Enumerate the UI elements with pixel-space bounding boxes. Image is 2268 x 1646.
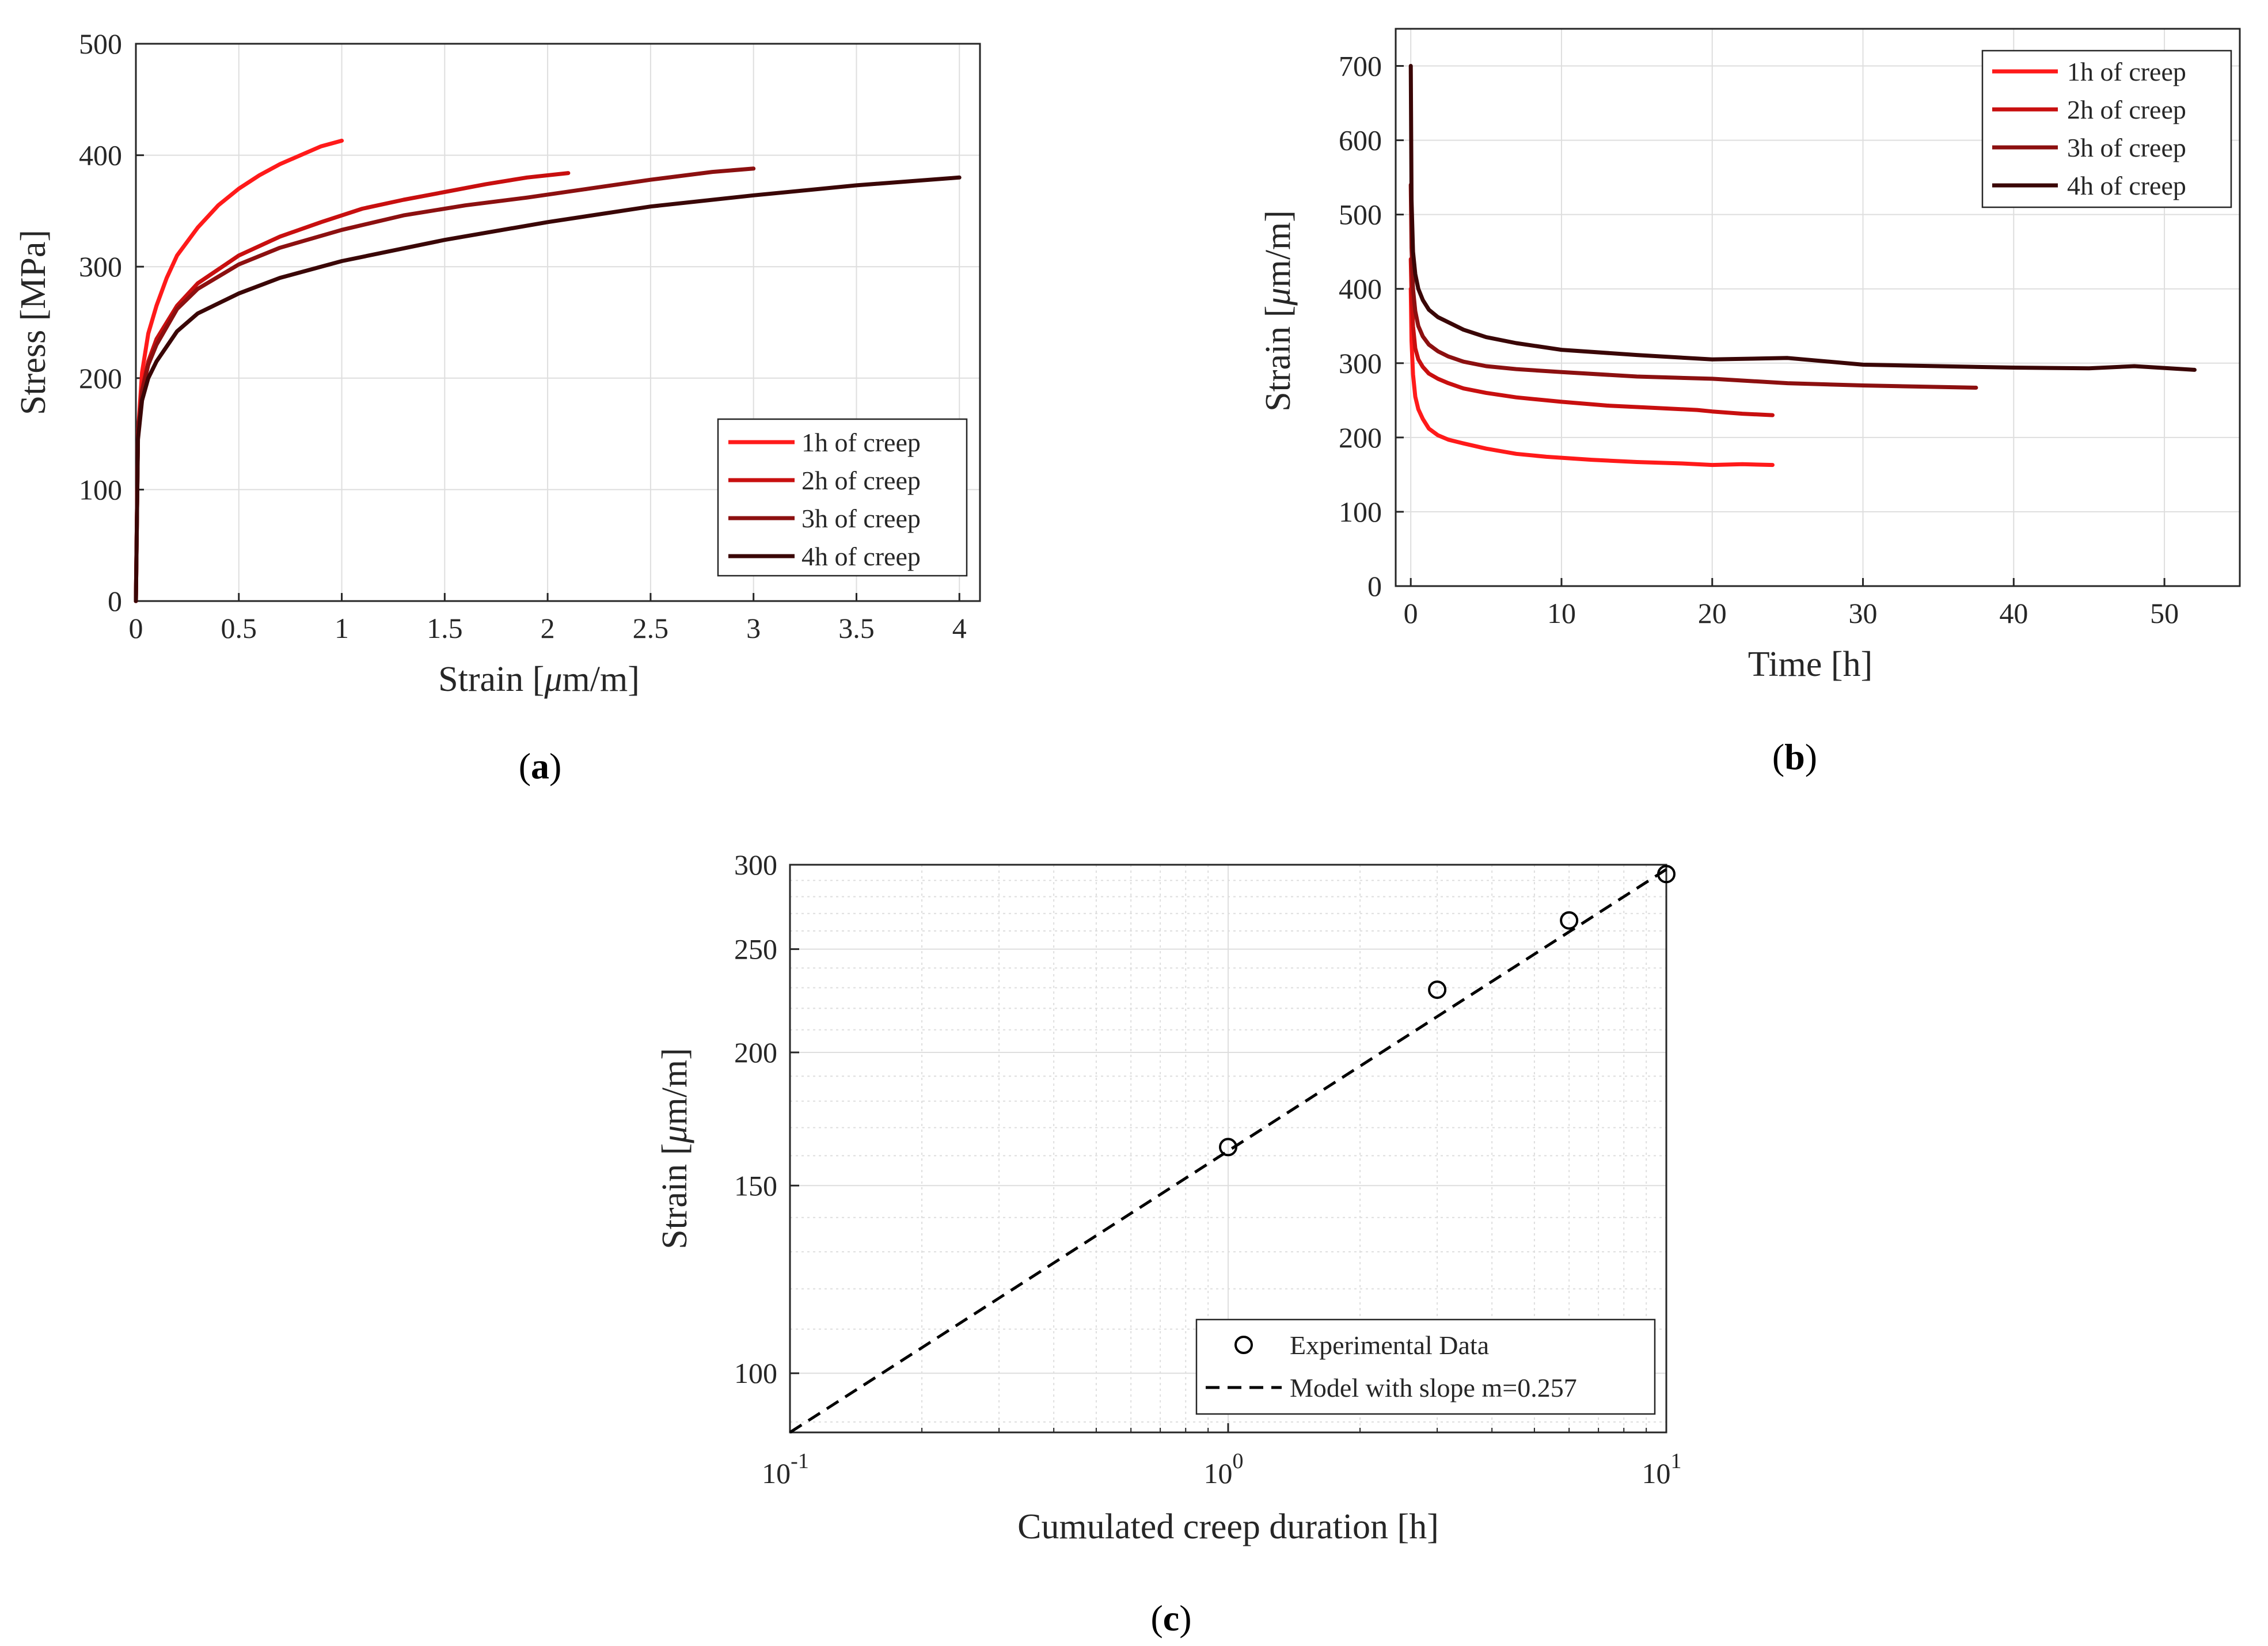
panel-a-ytick-label: 500	[79, 28, 122, 60]
panel-a-xtick-label: 1.5	[427, 612, 463, 644]
panel-a-xtick-label: 0	[129, 612, 143, 644]
panel-a-axes-box	[135, 43, 981, 602]
panel-a-ytick-label: 400	[79, 139, 122, 172]
panel-a-grid	[135, 43, 980, 602]
panel-a-caption: (a)	[519, 746, 562, 786]
panel-c-xtick-label: 100	[1204, 1449, 1244, 1489]
panel-c-caption: (c)	[1150, 1598, 1191, 1639]
panel-c-log-strain: 10-1 100 101 100 150 200 250 300 Cumulated cree…	[655, 849, 1682, 1639]
panel-a-legend: 1h of creep 2h of creep 3h of creep 4h o…	[717, 418, 968, 577]
panel-b-ytick-label: 500	[1339, 199, 1382, 231]
panel-b-xlabel: Time [h]	[1748, 645, 1872, 684]
panel-b-xtick-label: 20	[1698, 597, 1727, 629]
panel-a-stress-strain: 0 0.5 1 1.5 2 2.5 3 3.5 4 0 100 200 300 400 500 Strain…	[14, 28, 981, 786]
panel-a-legend-label-2h: 2h of creep	[801, 466, 921, 495]
panel-c-xtick-label: 10-1	[762, 1449, 809, 1489]
panel-a-legend-label-1h: 1h of creep	[801, 428, 921, 457]
panel-c-legend-box	[1195, 1318, 1656, 1415]
panel-a-xtick-label: 3	[746, 612, 761, 644]
panel-b-series-2h	[1408, 257, 1775, 417]
panel-c-data-point	[1219, 1138, 1237, 1157]
panel-c-series	[789, 865, 1676, 1434]
panel-b-series-1h	[1408, 287, 1775, 467]
panel-b-legend-label-2h: 2h of creep	[2067, 95, 2186, 124]
panel-b-series	[1408, 64, 2197, 467]
panel-b-xtick-label: 40	[1999, 597, 2028, 629]
panel-c-legend-marker	[1234, 1336, 1253, 1354]
panel-b-legend-label-3h: 3h of creep	[2067, 133, 2186, 162]
panel-c-xtick-label: 101	[1642, 1449, 1682, 1489]
panel-a-series-2h	[134, 171, 571, 603]
panel-a-series-3h	[134, 166, 756, 603]
panel-a-series-4h	[134, 175, 962, 603]
panel-a-xtick-label: 0.5	[221, 612, 257, 644]
panel-b-series-4h	[1408, 64, 2197, 372]
panel-c-ticks: 10-1 100 101 100 150 200 250 300	[734, 849, 1682, 1489]
panel-b-xtick-label: 30	[1849, 597, 1878, 629]
panel-a-series	[134, 138, 962, 603]
panel-b-legend-box	[1981, 50, 2232, 208]
panel-a-ytick-label: 200	[79, 362, 122, 394]
panel-b-xtick-label: 0	[1404, 597, 1418, 629]
panel-b-ytick-label: 600	[1339, 124, 1382, 157]
panel-c-legend: Experimental Data Model with slope m=0.2…	[1195, 1318, 1656, 1415]
panel-c-data-point	[1428, 980, 1447, 999]
panel-b-ylabel: Strain [μm/m]	[1259, 210, 1298, 412]
panel-c-data-point	[1560, 911, 1579, 930]
panel-c-legend-label-data: Experimental Data	[1290, 1331, 1489, 1360]
panel-c-ytick-label: 250	[734, 933, 777, 965]
panel-a-xtick-label: 4	[952, 612, 967, 644]
panel-b-legend-label-4h: 4h of creep	[2067, 171, 2186, 200]
panel-a-ylabel: Stress [MPa]	[14, 230, 53, 415]
panel-a-ticks: 0 0.5 1 1.5 2 2.5 3 3.5 4 0 100 200 300 400 500	[79, 28, 967, 644]
panel-b-ytick-label: 300	[1339, 347, 1382, 379]
panel-a-xtick-label: 3.5	[838, 612, 875, 644]
panel-b-xtick-label: 50	[2150, 597, 2179, 629]
panel-a-legend-label-4h: 4h of creep	[801, 542, 921, 571]
panel-b-legend: 1h of creep 2h of creep 3h of creep 4h o…	[1981, 50, 2232, 208]
panel-a-series-1h	[134, 138, 344, 603]
panel-c-ylabel: Strain [μm/m]	[655, 1048, 694, 1249]
panel-a-xtick-label: 2	[541, 612, 555, 644]
panel-a-ytick-label: 0	[108, 585, 122, 617]
panel-c-ytick-label: 100	[734, 1357, 777, 1389]
panel-c-ytick-label: 150	[734, 1169, 777, 1202]
panel-a-legend-box	[717, 418, 968, 577]
panel-b-xtick-label: 10	[1547, 597, 1576, 629]
panel-b-series-3h	[1408, 183, 1978, 390]
panel-c-ytick-label: 200	[734, 1036, 777, 1069]
panel-a-legend-label-3h: 3h of creep	[801, 504, 921, 533]
panel-b-ytick-label: 200	[1339, 421, 1382, 454]
panel-b-ytick-label: 700	[1339, 50, 1382, 82]
panel-b-ytick-label: 100	[1339, 496, 1382, 528]
panel-b-ytick-label: 0	[1367, 570, 1382, 602]
panel-b-caption: (b)	[1772, 736, 1817, 777]
panel-c-ytick-label: 300	[734, 849, 777, 881]
panel-b-axes-box	[1395, 28, 2241, 587]
panel-a-xtick-label: 2.5	[633, 612, 669, 644]
panel-c-data-point	[1657, 865, 1676, 884]
panel-c-legend-label-model: Model with slope m=0.257	[1290, 1373, 1577, 1402]
panel-b-ytick-label: 400	[1339, 273, 1382, 305]
panel-a-ytick-label: 100	[79, 473, 122, 505]
panel-c-xlabel: Cumulated creep duration [h]	[1017, 1507, 1439, 1546]
panel-a-ytick-label: 300	[79, 250, 122, 283]
panel-b-legend-label-1h: 1h of creep	[2067, 57, 2186, 86]
panel-a-xlabel: Strain [μm/m]	[438, 660, 640, 699]
panel-a-xtick-label: 1	[335, 612, 349, 644]
